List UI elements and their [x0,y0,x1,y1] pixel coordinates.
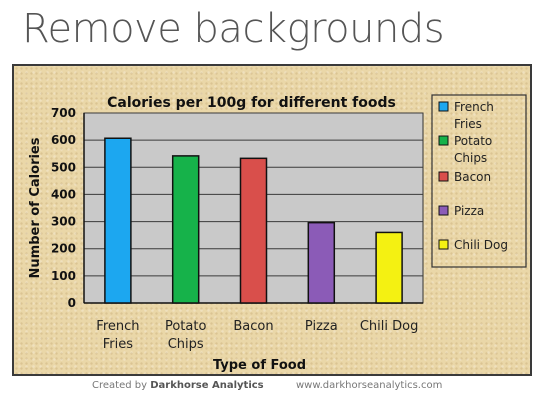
y-tick-label: 500 [51,160,76,174]
legend-box [431,94,527,268]
x-tick-label: Chips [168,337,204,352]
legend-label: Potato [454,134,492,148]
legend-swatch [438,135,449,146]
legend-swatch [438,171,449,182]
footer-credit: Created by Darkhorse Analytics [92,380,264,391]
y-tick-label: 300 [51,215,76,229]
legend-swatch [438,239,449,250]
legend-label: Fries [454,117,482,131]
x-tick-label: French [96,319,139,334]
y-axis-label: Number of Calories [28,137,43,278]
y-tick-label: 600 [51,133,76,147]
page-heading: Remove backgrounds [22,6,445,52]
bar [375,231,403,304]
y-tick-label: 400 [51,187,76,201]
legend-swatch [438,101,449,112]
y-tick-label: 100 [51,269,76,283]
bar [307,221,336,304]
y-tick-label: 200 [51,242,76,256]
chart-title: Calories per 100g for different foods [107,95,396,111]
legend-label: French [454,100,494,114]
bar [239,157,268,304]
footer-url: www.darkhorseanalytics.com [296,380,443,391]
legend-label: Bacon [454,170,491,184]
x-tick-label: Pizza [305,319,338,334]
x-axis-label: Type of Food [213,358,306,373]
bar [104,137,132,304]
legend-label: Chili Dog [454,238,508,252]
x-tick-label: Bacon [233,319,273,334]
legend-swatch [438,205,449,216]
x-tick-label: Chili Dog [360,319,419,334]
y-tick-label: 700 [51,106,76,120]
bar [171,155,200,304]
legend-label: Pizza [454,204,484,218]
y-tick-label: 0 [68,296,76,310]
legend-label: Chips [454,151,487,165]
footer-brand: Darkhorse Analytics [150,380,264,391]
x-tick-label: Potato [165,319,206,334]
x-tick-label: Fries [103,337,133,352]
footer-created-prefix: Created by [92,380,148,391]
